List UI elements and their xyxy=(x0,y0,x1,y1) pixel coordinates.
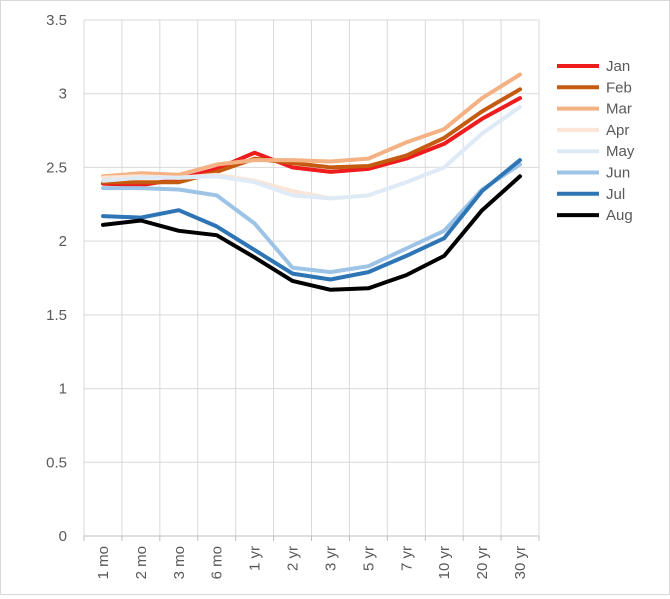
y-tick-label: 1 xyxy=(59,381,67,398)
series-line-jul xyxy=(101,158,522,282)
series-line-mar xyxy=(101,72,522,179)
series-line-may xyxy=(101,105,522,201)
legend-label: Apr xyxy=(606,122,629,139)
x-tick-label: 1 mo xyxy=(95,546,112,579)
x-tick-label: 2 mo xyxy=(133,546,150,579)
x-tick-label: 6 mo xyxy=(209,546,226,579)
y-tick-label: 3 xyxy=(59,86,67,103)
series-line-jun xyxy=(101,162,522,275)
x-tick-label: 10 yr xyxy=(436,546,453,579)
y-tick-label: 2.5 xyxy=(46,159,67,176)
legend: Jan Feb Mar Apr May Jun Jul Aug xyxy=(557,58,635,224)
x-tick-label: 30 yr xyxy=(512,546,529,579)
x-tick-label: 5 yr xyxy=(360,546,377,571)
x-tick-label: 1 yr xyxy=(247,546,264,571)
legend-label: Mar xyxy=(606,101,632,118)
legend-label: Jul xyxy=(606,186,625,203)
y-tick-label: 0.5 xyxy=(46,454,67,471)
axes: 0 0.5 1 1.5 2 2.5 3 3.5 1 mo 2 mo 3 mo 6 mo 1 yr 2 yr… xyxy=(46,12,540,579)
x-tick-label: 20 yr xyxy=(474,546,491,579)
series-line-aug xyxy=(101,174,522,292)
x-tick-label: 3 mo xyxy=(171,546,188,579)
series-line-feb xyxy=(101,87,522,185)
x-tick-label: 7 yr xyxy=(398,546,415,571)
legend-label: Jun xyxy=(606,165,630,182)
series-lines xyxy=(101,72,522,292)
y-tick-label: 1.5 xyxy=(46,307,67,324)
legend-label: Jan xyxy=(606,58,630,75)
y-tick-label: 0 xyxy=(59,528,67,545)
x-tick-label: 3 yr xyxy=(322,546,339,571)
gridlines xyxy=(83,19,540,537)
series-line-jan xyxy=(101,96,522,188)
legend-label: May xyxy=(606,143,635,160)
legend-label: Aug xyxy=(606,207,633,224)
y-tick-label: 3.5 xyxy=(46,12,67,29)
legend-label: Feb xyxy=(606,79,632,96)
y-tick-label: 2 xyxy=(59,233,67,250)
x-tick-label: 2 yr xyxy=(285,546,302,571)
